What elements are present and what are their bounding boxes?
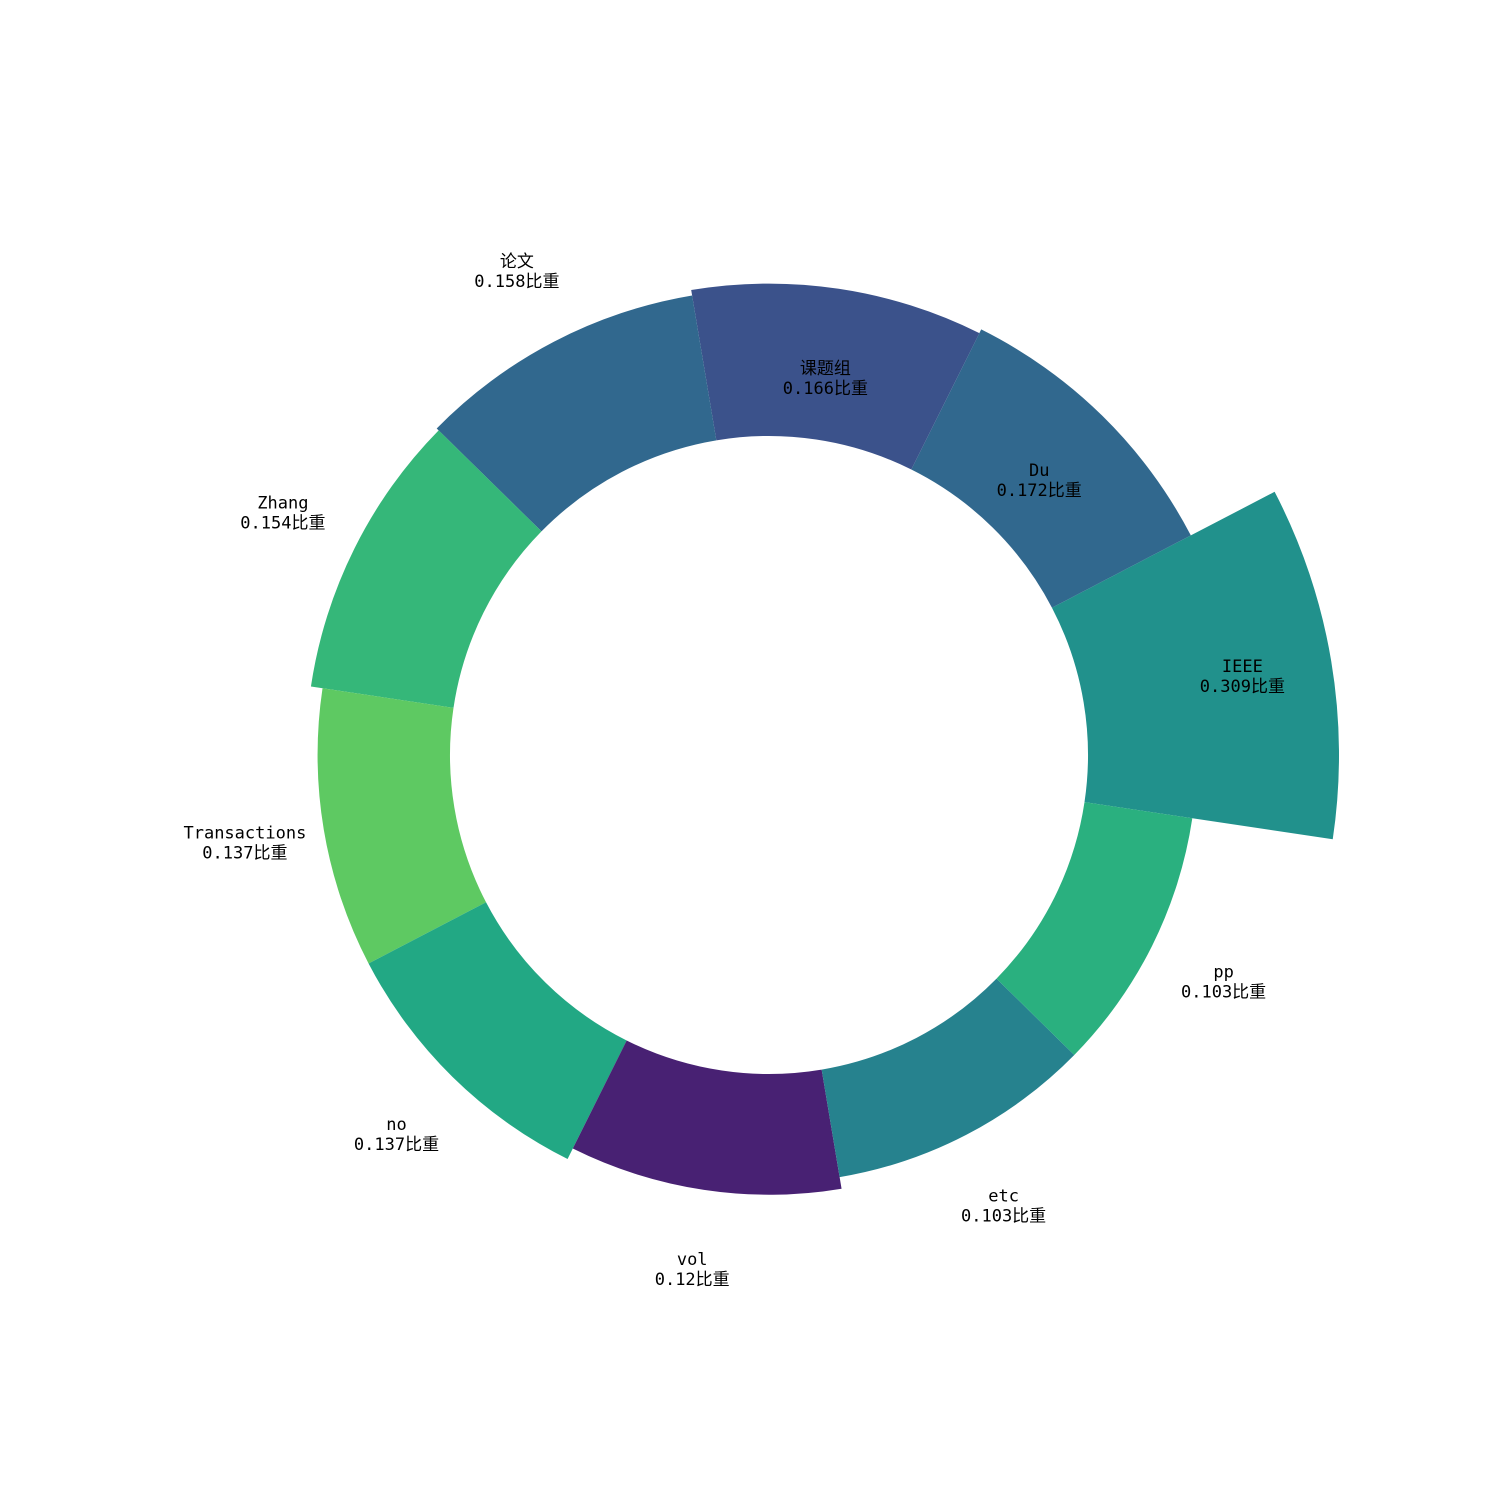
segment-label-9: etc 0.103比重	[961, 1187, 1046, 1227]
ring-segment-8	[572, 1040, 842, 1195]
segment-value-label: 0.103比重	[1181, 983, 1266, 1003]
ring-segment-4	[436, 295, 717, 532]
ring-segment-5	[310, 430, 542, 708]
segment-value-label: 0.309比重	[1200, 677, 1285, 697]
segment-label-6: Transactions 0.137比重	[183, 824, 306, 864]
ring-segment-2	[911, 329, 1191, 608]
segment-category-label: 论文	[500, 252, 534, 272]
segment-label-1: IEEE 0.309比重	[1200, 657, 1285, 697]
ring-segment-6	[317, 688, 487, 964]
segment-category-label: Zhang	[257, 494, 308, 514]
segment-label-8: vol 0.12比重	[655, 1250, 730, 1290]
segment-category-label: pp	[1213, 963, 1233, 983]
segment-category-label: IEEE	[1222, 657, 1263, 677]
segment-category-label: etc	[988, 1187, 1019, 1207]
segment-value-label: 0.158比重	[474, 272, 559, 292]
segment-label-7: no 0.137比重	[354, 1115, 439, 1155]
segment-label-5: Zhang 0.154比重	[240, 494, 325, 534]
segment-value-label: 0.137比重	[202, 844, 287, 864]
segment-value-label: 0.166比重	[783, 379, 868, 399]
segment-label-2: Du 0.172比重	[997, 461, 1082, 501]
segment-label-3: 课题组 0.166比重	[783, 359, 868, 399]
segment-labels: IEEE 0.309比重 Du 0.172比重 课题组 0.166比重 论文 0.158比重 Z…	[183, 252, 1285, 1290]
segment-label-4: 论文 0.158比重	[474, 252, 559, 292]
ring-segment-10	[996, 802, 1193, 1055]
segment-category-label: 课题组	[800, 359, 851, 379]
segment-value-label: 0.12比重	[655, 1270, 730, 1290]
ring-segments	[310, 283, 1340, 1195]
segment-category-label: Du	[1029, 461, 1049, 481]
segment-category-label: no	[386, 1115, 406, 1135]
ring-segment-9	[821, 978, 1075, 1178]
segment-label-10: pp 0.103比重	[1181, 963, 1266, 1003]
segment-category-label: vol	[677, 1250, 708, 1270]
segment-value-label: 0.172比重	[997, 481, 1082, 501]
ring-segment-1	[1051, 491, 1340, 840]
segment-value-label: 0.103比重	[961, 1207, 1046, 1227]
segment-value-label: 0.154比重	[240, 514, 325, 534]
ring-segment-7	[368, 902, 627, 1160]
segment-category-label: Transactions	[183, 824, 306, 844]
ring-segment-3	[691, 283, 980, 470]
segment-value-label: 0.137比重	[354, 1135, 439, 1155]
